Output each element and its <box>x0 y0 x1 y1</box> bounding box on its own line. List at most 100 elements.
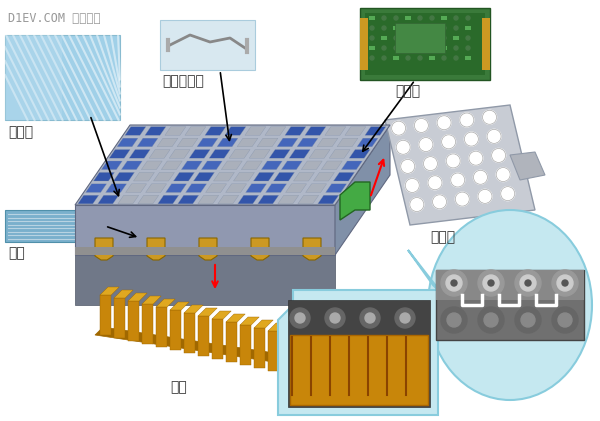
Polygon shape <box>113 173 134 181</box>
Polygon shape <box>241 161 262 170</box>
Bar <box>429 56 435 60</box>
Circle shape <box>487 129 501 144</box>
Circle shape <box>466 36 470 40</box>
Circle shape <box>491 149 506 163</box>
Circle shape <box>437 116 451 130</box>
Circle shape <box>469 151 483 165</box>
Circle shape <box>483 275 499 291</box>
Circle shape <box>525 280 531 286</box>
Polygon shape <box>226 322 237 362</box>
Bar <box>393 56 399 60</box>
Polygon shape <box>226 184 247 192</box>
Bar <box>436 270 584 340</box>
Text: 隔层: 隔层 <box>8 246 25 260</box>
Polygon shape <box>309 149 330 158</box>
Polygon shape <box>335 125 390 255</box>
Polygon shape <box>262 161 282 170</box>
Polygon shape <box>98 195 119 204</box>
Polygon shape <box>114 290 133 298</box>
Circle shape <box>428 176 442 190</box>
Circle shape <box>451 280 457 286</box>
Polygon shape <box>121 161 142 170</box>
Polygon shape <box>198 195 218 204</box>
Circle shape <box>418 16 422 20</box>
Circle shape <box>410 197 424 211</box>
Polygon shape <box>169 149 190 158</box>
Circle shape <box>406 36 410 40</box>
Bar <box>360 18 368 70</box>
Polygon shape <box>147 238 165 260</box>
Polygon shape <box>185 127 206 135</box>
Polygon shape <box>510 152 545 180</box>
Polygon shape <box>245 127 266 135</box>
Polygon shape <box>170 302 189 310</box>
Circle shape <box>552 270 578 296</box>
Polygon shape <box>184 313 195 353</box>
Polygon shape <box>106 184 127 192</box>
Bar <box>290 335 428 405</box>
Circle shape <box>392 121 406 135</box>
Circle shape <box>484 313 498 327</box>
Polygon shape <box>249 149 270 158</box>
Circle shape <box>501 187 515 201</box>
Circle shape <box>419 138 433 152</box>
Polygon shape <box>301 161 322 170</box>
Bar <box>405 16 411 20</box>
Text: D1EV.COM 第一电动: D1EV.COM 第一电动 <box>8 12 101 25</box>
Circle shape <box>430 16 434 20</box>
Polygon shape <box>161 161 182 170</box>
Circle shape <box>406 56 410 60</box>
Polygon shape <box>285 127 306 135</box>
Circle shape <box>454 46 458 50</box>
Polygon shape <box>146 184 167 192</box>
Circle shape <box>290 308 310 328</box>
Polygon shape <box>75 247 335 255</box>
Bar <box>369 46 375 50</box>
Bar <box>441 16 447 20</box>
Polygon shape <box>94 173 115 181</box>
Circle shape <box>442 36 446 40</box>
Text: 散热: 散热 <box>170 380 187 394</box>
Circle shape <box>382 56 386 60</box>
Circle shape <box>552 307 578 333</box>
Circle shape <box>401 160 415 173</box>
Circle shape <box>370 56 374 60</box>
Polygon shape <box>86 184 107 192</box>
Circle shape <box>515 270 541 296</box>
Polygon shape <box>197 138 218 147</box>
Bar <box>482 18 490 70</box>
Bar <box>436 270 584 300</box>
Polygon shape <box>318 195 338 204</box>
Polygon shape <box>156 299 175 307</box>
Polygon shape <box>334 173 355 181</box>
Circle shape <box>478 307 504 333</box>
Polygon shape <box>199 238 217 260</box>
Text: 母线牌: 母线牌 <box>430 230 455 244</box>
Polygon shape <box>109 149 130 158</box>
Polygon shape <box>198 316 209 356</box>
Circle shape <box>446 154 460 168</box>
Polygon shape <box>289 149 310 158</box>
Bar <box>288 300 430 407</box>
Circle shape <box>370 26 374 30</box>
Polygon shape <box>205 127 226 135</box>
Polygon shape <box>156 307 167 347</box>
Polygon shape <box>225 127 246 135</box>
Polygon shape <box>345 127 366 135</box>
Polygon shape <box>181 161 202 170</box>
Polygon shape <box>125 184 146 192</box>
Text: 采集板: 采集板 <box>395 84 420 98</box>
Bar <box>453 36 459 40</box>
Polygon shape <box>75 205 335 255</box>
Circle shape <box>396 140 410 154</box>
Polygon shape <box>138 195 158 204</box>
Circle shape <box>441 270 467 296</box>
Circle shape <box>430 46 434 50</box>
Circle shape <box>466 16 470 20</box>
Text: 隔离板: 隔离板 <box>8 125 33 139</box>
Circle shape <box>418 26 422 30</box>
Polygon shape <box>209 149 230 158</box>
Circle shape <box>558 313 572 327</box>
Polygon shape <box>149 149 170 158</box>
Polygon shape <box>142 296 161 304</box>
